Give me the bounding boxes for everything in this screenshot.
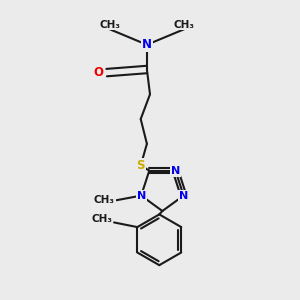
Text: N: N xyxy=(142,38,152,51)
Text: S: S xyxy=(136,159,145,172)
Text: O: O xyxy=(94,66,103,79)
Text: CH₃: CH₃ xyxy=(92,214,112,224)
Text: CH₃: CH₃ xyxy=(174,20,195,30)
Text: N: N xyxy=(136,190,146,201)
Text: CH₃: CH₃ xyxy=(94,195,115,205)
Text: N: N xyxy=(179,190,188,201)
Text: N: N xyxy=(171,166,180,176)
Text: CH₃: CH₃ xyxy=(99,20,120,30)
